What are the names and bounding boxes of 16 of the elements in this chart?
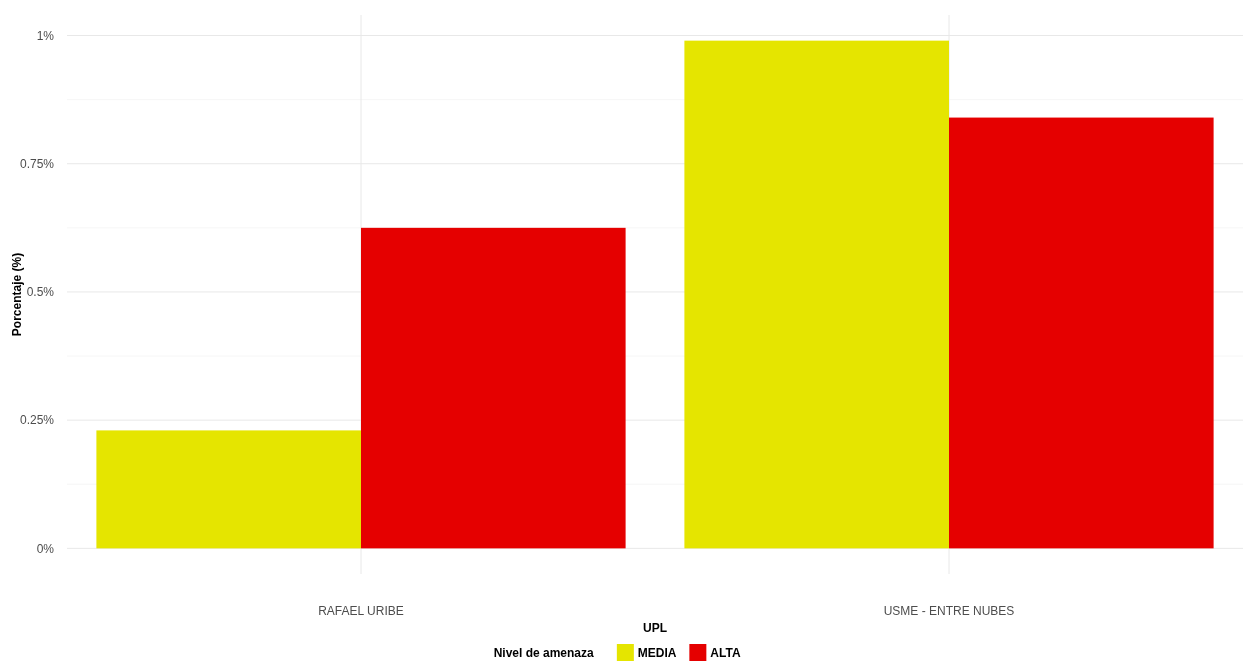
y-axis-title: Porcentaje (%) — [10, 252, 24, 337]
y-tick-label: 1% — [36, 28, 55, 43]
x-tick-label: USME - ENTRE NUBES — [883, 604, 1015, 618]
legend-label: MEDIA — [637, 646, 677, 660]
x-tick-label: RAFAEL URIBE — [318, 604, 404, 618]
bar — [361, 227, 626, 549]
y-tick-label: 0% — [36, 541, 55, 556]
x-axis-title: UPL — [643, 621, 667, 635]
y-tick-label: 0.25% — [19, 413, 55, 428]
y-tick-label: 0.75% — [19, 156, 55, 171]
legend-label: ALTA — [710, 646, 741, 660]
legend-title: Nivel de amenaza — [493, 646, 595, 660]
bar — [949, 117, 1214, 549]
y-tick-label: 0.5% — [26, 285, 55, 300]
bar — [684, 40, 949, 549]
bar — [96, 430, 361, 549]
